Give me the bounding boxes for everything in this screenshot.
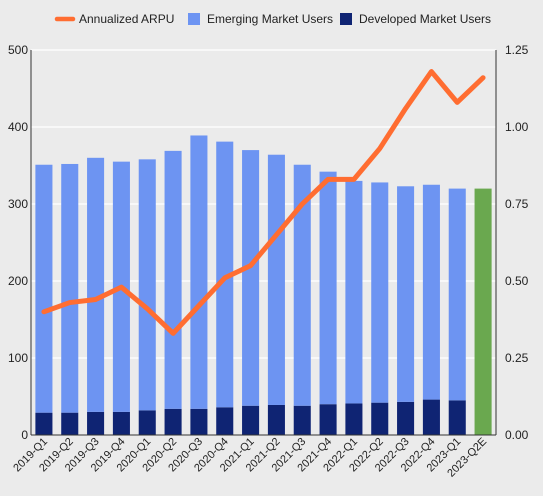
y-left-tick-label: 400 [8,120,28,134]
bar-emerging-market-users [242,150,260,406]
legend-swatch-square [188,13,200,25]
bar-emerging-market-users [448,188,466,401]
bar-emerging-market-users [397,186,415,402]
bar-emerging-market-users [345,180,363,404]
legend: Annualized ARPU Emerging Market Users Deve… [54,12,491,26]
bar-developed-market-users [422,399,440,435]
bar-emerging-market-users [190,135,208,409]
bar-developed-market-users [112,411,130,435]
bar-developed-market-users [345,403,363,435]
bar-emerging-market-users [319,171,337,405]
y-left-tick-label: 0 [21,428,28,442]
bar-developed-market-users [35,412,53,435]
legend-label: Annualized ARPU [79,12,174,26]
y-left-tick-label: 200 [8,274,28,288]
bar-developed-market-users [242,405,260,435]
y-right-tick-label: 0.25 [505,351,529,365]
bar-developed-market-users [164,408,182,435]
legend-swatch-square [340,13,352,25]
y-right-tick-label: 1.00 [505,120,529,134]
bar-developed-market-users [371,402,389,435]
bar-emerging-market-users [164,150,182,409]
bar-developed-market-users [319,404,337,435]
y-left-tick-label: 300 [8,197,28,211]
arpu-line [41,69,486,336]
bar-developed-market-users [138,410,156,435]
bar-developed-market-users [293,405,311,435]
bar-developed-market-users [190,408,208,435]
bar-developed-market-users [216,407,234,435]
legend-label: Emerging Market Users [207,12,333,26]
bar-emerging-market-users [138,159,156,411]
legend-label: Developed Market Users [359,12,491,26]
bars [35,135,492,435]
bar-developed-market-users [87,411,105,435]
bar-developed-market-users [61,412,79,435]
bar-emerging-market-users [267,154,285,405]
bar-emerging-market-users [422,184,440,400]
bar-developed-market-users [267,404,285,435]
bar-emerging-market-users [61,163,79,413]
bar-emerging-market-users [35,164,53,413]
gridlines [31,49,496,359]
bar-emerging-market-users [293,164,311,406]
bar-developed-market-users [397,401,415,435]
y-left-tick-label: 100 [8,351,28,365]
arpu-line-layer [41,69,486,336]
y-right-tick-label: 0.75 [505,197,529,211]
y-right-tick-label: 0.00 [505,428,529,442]
bar-emerging-market-users [371,182,389,403]
bar-estimate-total [474,188,492,435]
y-left-tick-label: 500 [8,43,28,57]
y-right-tick-label: 1.25 [505,43,529,57]
bar-emerging-market-users [87,157,105,412]
bar-developed-market-users [448,400,466,435]
y-right-tick-label: 0.50 [505,274,529,288]
bar-emerging-market-users [216,141,234,408]
axis-lines [30,50,497,436]
